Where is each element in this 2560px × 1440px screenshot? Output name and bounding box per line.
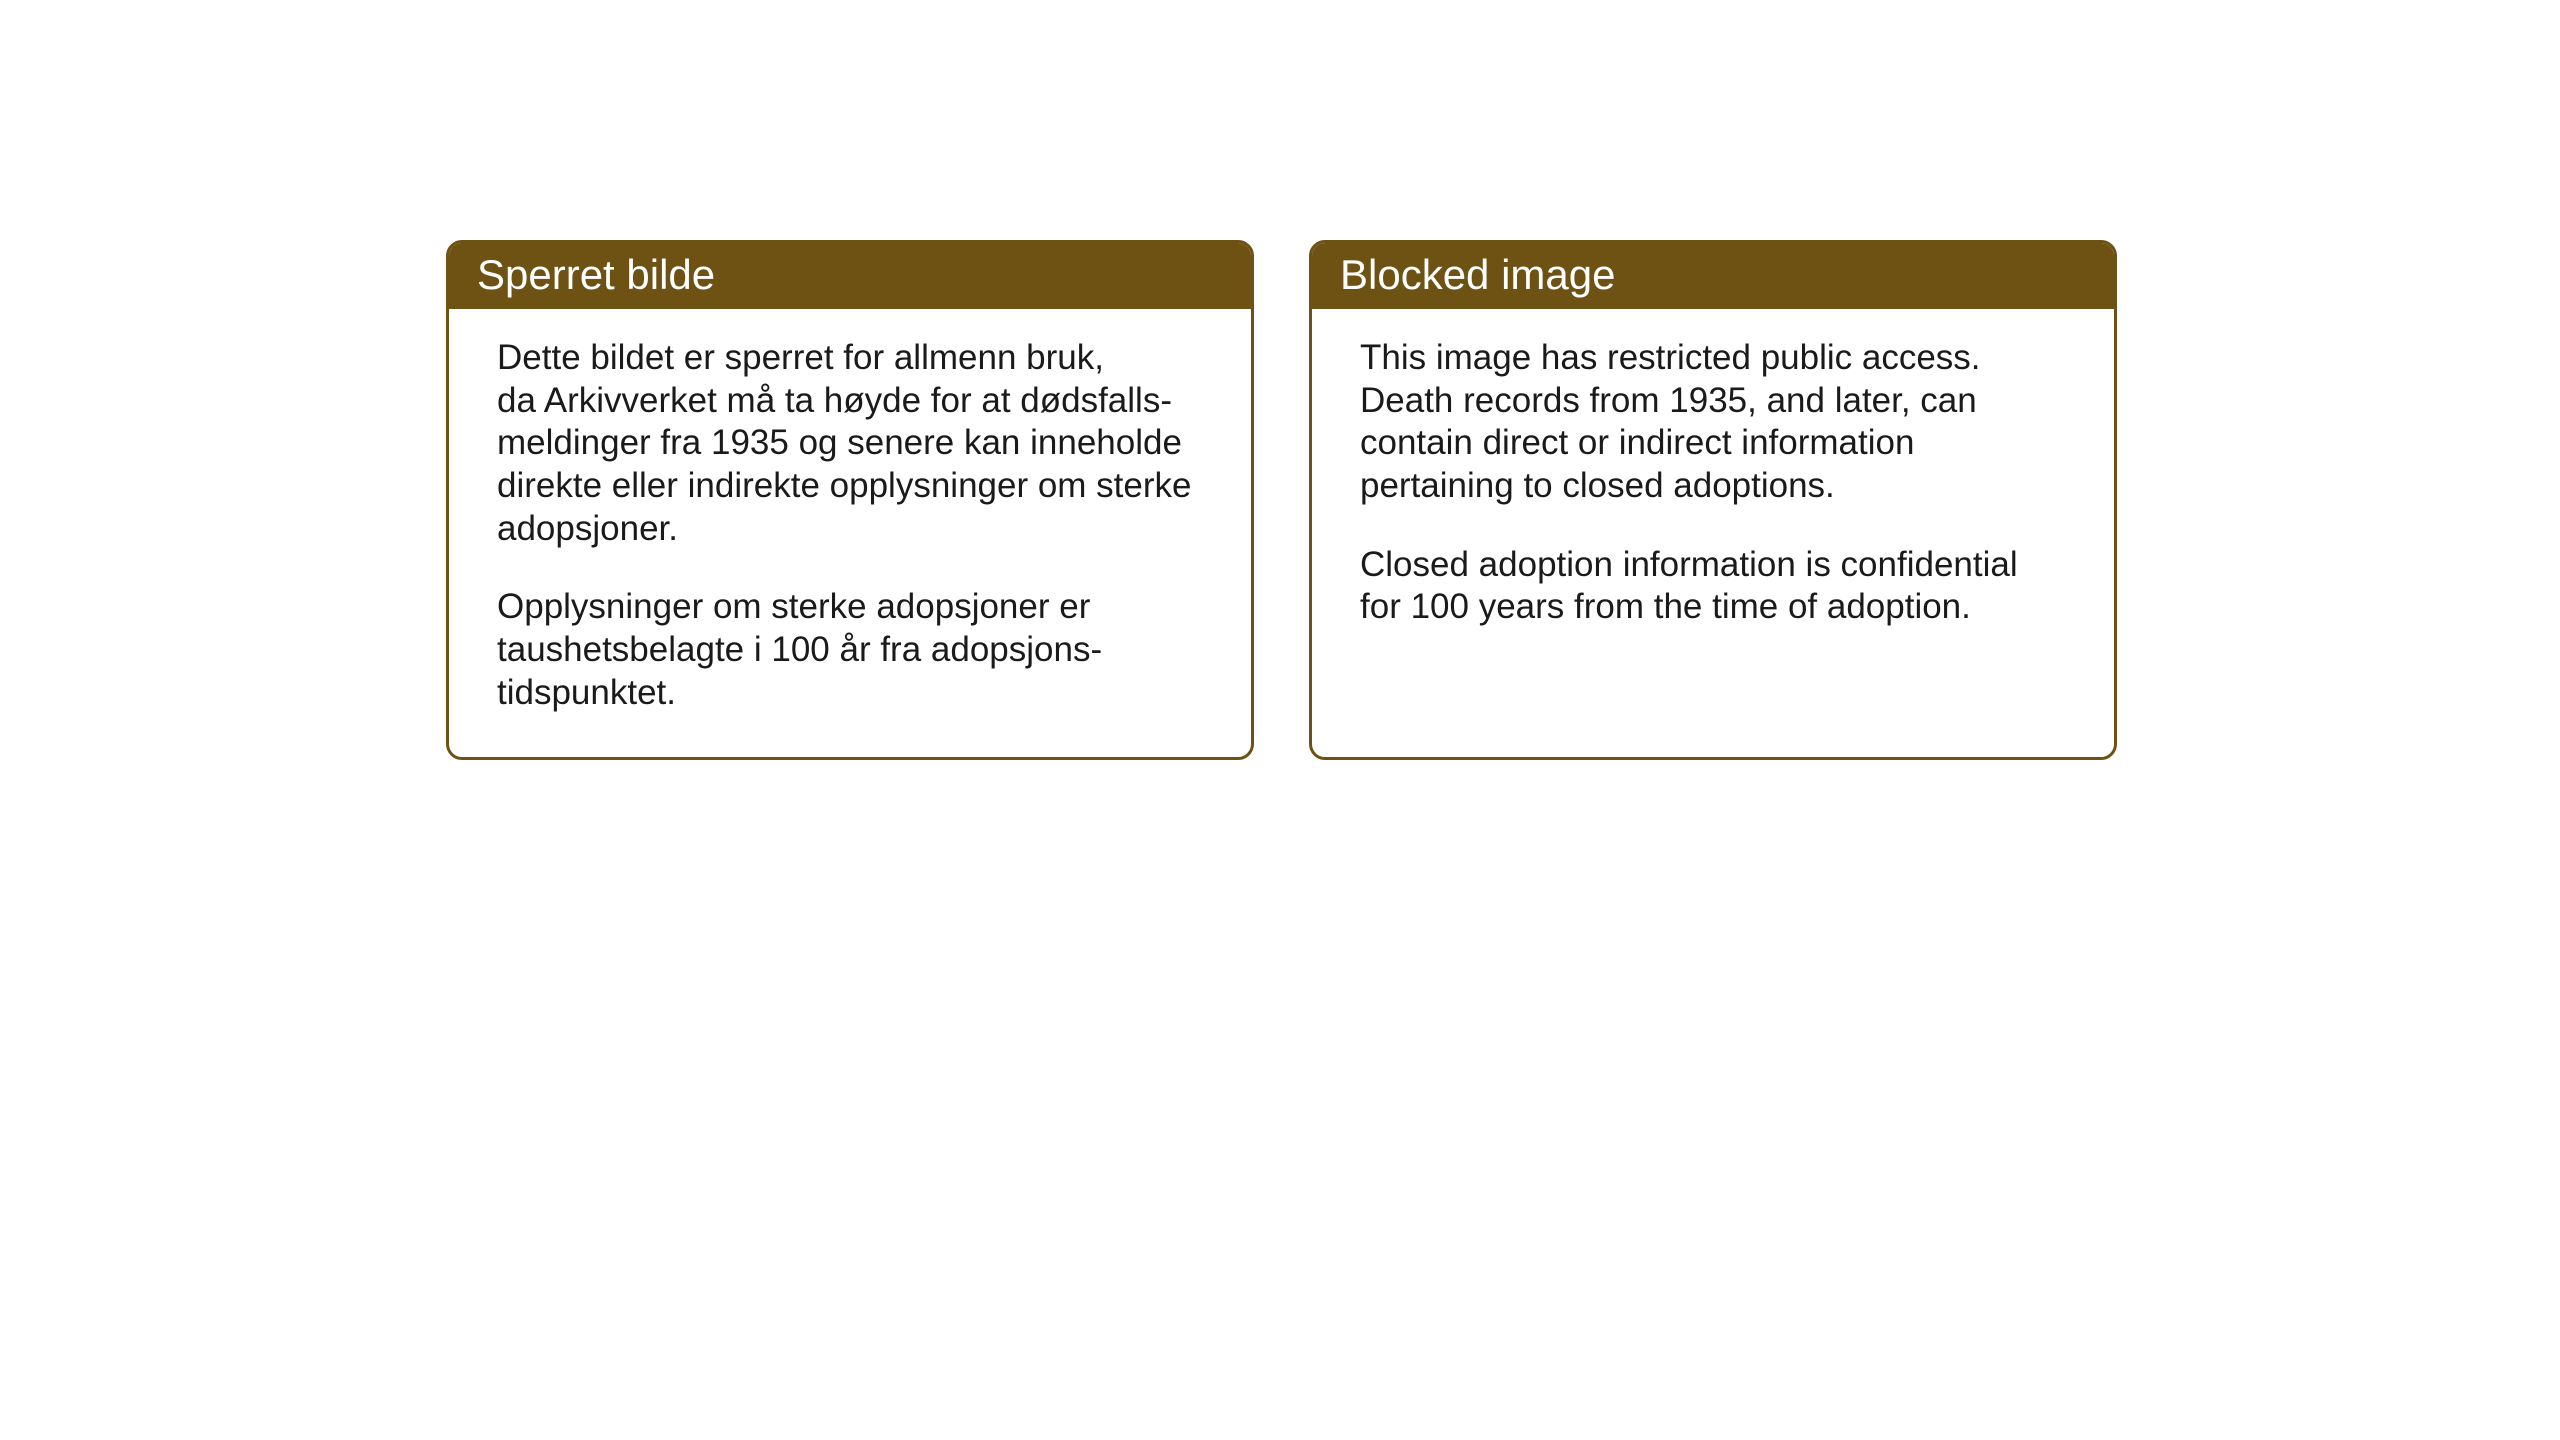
card-paragraph1-norwegian: Dette bildet er sperret for allmenn bruk… bbox=[497, 337, 1203, 550]
paragraph-spacer bbox=[1360, 508, 2066, 544]
card-header-english: Blocked image bbox=[1312, 243, 2114, 309]
paragraph-spacer bbox=[497, 550, 1203, 586]
card-paragraph2-english: Closed adoption information is confident… bbox=[1360, 544, 2066, 629]
card-paragraph2-norwegian: Opplysninger om sterke adopsjoner er tau… bbox=[497, 586, 1203, 714]
card-header-norwegian: Sperret bilde bbox=[449, 243, 1251, 309]
notice-card-english: Blocked image This image has restricted … bbox=[1309, 240, 2117, 760]
card-title-norwegian: Sperret bilde bbox=[477, 251, 715, 298]
notice-container: Sperret bilde Dette bildet er sperret fo… bbox=[446, 240, 2117, 760]
card-body-norwegian: Dette bildet er sperret for allmenn bruk… bbox=[449, 309, 1251, 757]
card-title-english: Blocked image bbox=[1340, 251, 1615, 298]
card-body-english: This image has restricted public access.… bbox=[1312, 309, 2114, 671]
card-paragraph1-english: This image has restricted public access.… bbox=[1360, 337, 2066, 508]
notice-card-norwegian: Sperret bilde Dette bildet er sperret fo… bbox=[446, 240, 1254, 760]
